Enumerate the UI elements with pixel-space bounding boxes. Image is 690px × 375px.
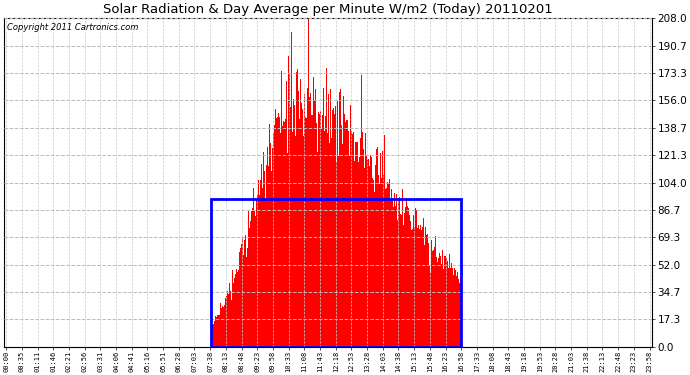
Title: Solar Radiation & Day Average per Minute W/m2 (Today) 20110201: Solar Radiation & Day Average per Minute… (103, 3, 553, 16)
Text: Copyright 2011 Cartronics.com: Copyright 2011 Cartronics.com (7, 23, 139, 32)
Bar (211, 199, 462, 347)
